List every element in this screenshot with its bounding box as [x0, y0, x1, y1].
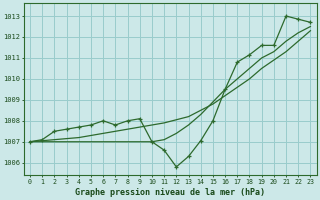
X-axis label: Graphe pression niveau de la mer (hPa): Graphe pression niveau de la mer (hPa) [75, 188, 265, 197]
